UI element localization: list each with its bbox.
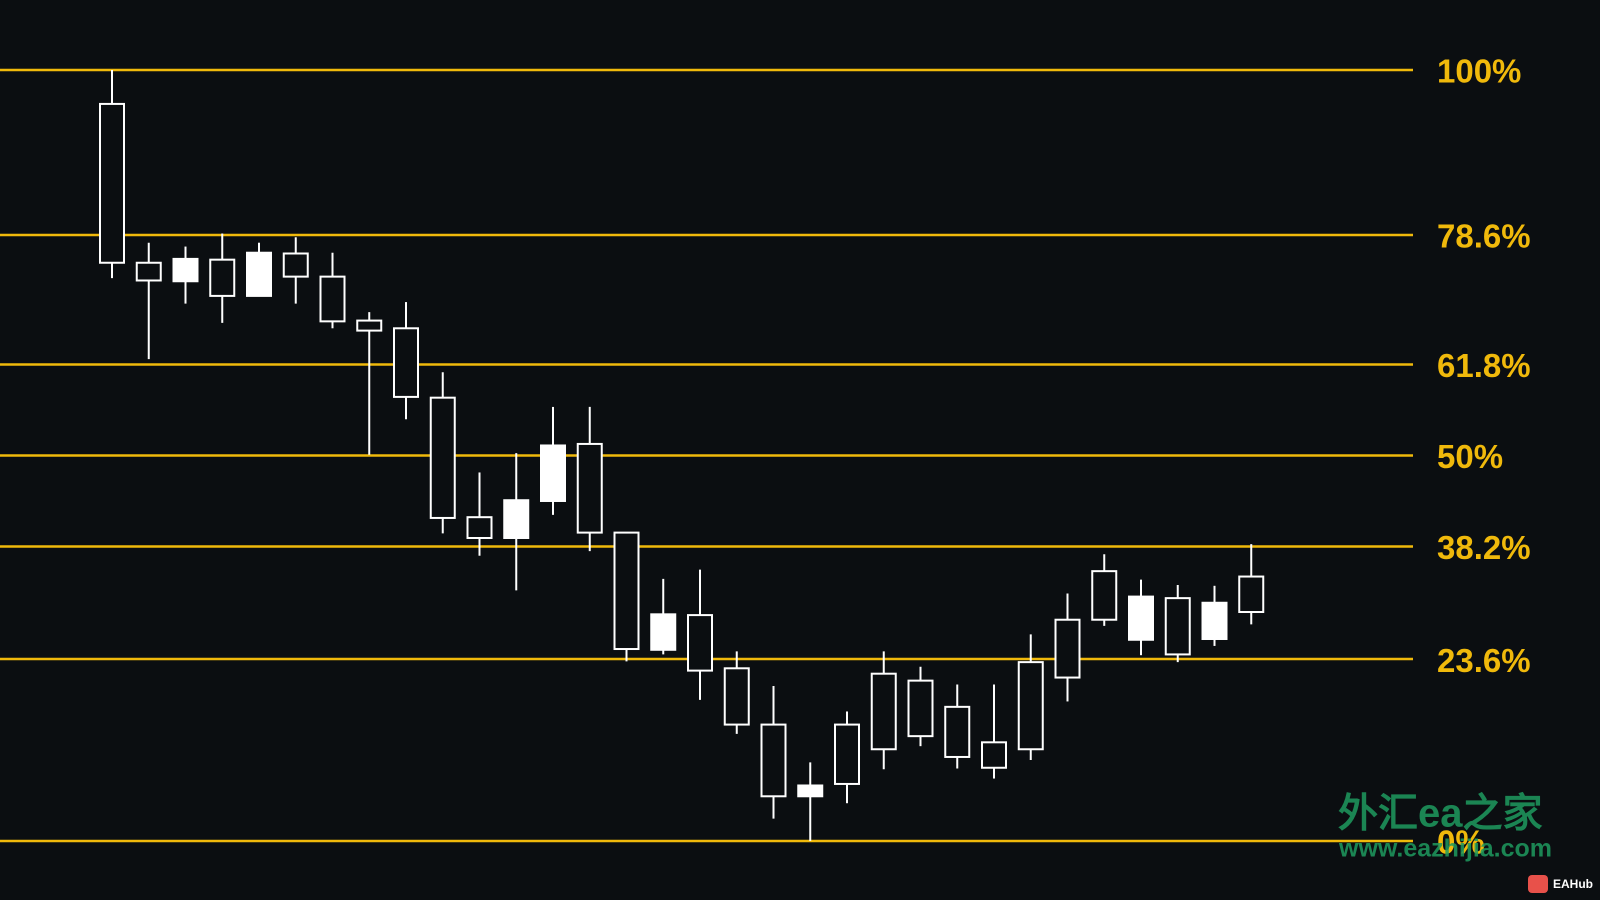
candle-body	[981, 741, 1007, 769]
candle-body	[319, 275, 346, 323]
candle-body	[1164, 597, 1191, 656]
fib-label: 78.6%	[1437, 218, 1531, 255]
watermark: 外汇ea之家 www.eazhijia.com	[1338, 792, 1552, 863]
candle	[613, 531, 640, 662]
candle-body	[1128, 595, 1154, 641]
candle	[687, 569, 713, 700]
candle	[1017, 634, 1044, 761]
fib-label: 38.2%	[1437, 529, 1531, 566]
candle-body	[393, 327, 419, 398]
candle-body	[723, 667, 750, 726]
candle-body	[650, 613, 677, 651]
candle-body	[944, 705, 971, 758]
candle-body	[135, 261, 162, 282]
candle	[576, 406, 603, 552]
candle	[393, 302, 419, 420]
candle-body	[687, 614, 713, 672]
fib-label: 100%	[1437, 53, 1521, 90]
fib-label: 50%	[1437, 438, 1503, 475]
candle	[540, 406, 566, 515]
candle	[1238, 544, 1265, 625]
candle-body	[282, 252, 309, 278]
fib-label: 23.6%	[1437, 642, 1531, 679]
candle-body	[503, 499, 530, 539]
candle-body	[99, 102, 125, 264]
candle	[1201, 585, 1228, 646]
candle	[99, 70, 125, 279]
fib-label: 0%	[1437, 824, 1485, 861]
candle	[1164, 585, 1191, 663]
candle	[282, 237, 309, 304]
candle-body	[466, 516, 493, 539]
badge-icon	[1528, 875, 1548, 893]
candle	[356, 312, 383, 455]
candle-body	[172, 257, 199, 283]
watermark-url: www.eazhijia.com	[1338, 835, 1552, 863]
badge-text: EAHub	[1553, 877, 1593, 891]
candle-body	[907, 679, 934, 738]
candle	[834, 711, 860, 804]
candle-body	[1201, 601, 1228, 640]
candle	[760, 686, 787, 819]
candle	[246, 242, 272, 297]
candle	[1054, 593, 1081, 702]
candle-body	[429, 396, 456, 519]
candle-body	[540, 444, 566, 502]
candle	[650, 578, 677, 655]
watermark-brand: 外汇ea之家	[1338, 792, 1543, 836]
candle	[503, 453, 530, 591]
candle-body	[1017, 661, 1044, 751]
candle	[135, 242, 162, 360]
candle	[1091, 554, 1118, 626]
candle	[870, 651, 897, 770]
candle-body	[613, 531, 640, 651]
fib-label: 61.8%	[1437, 347, 1531, 384]
candle	[429, 372, 456, 534]
candle	[944, 684, 971, 769]
candle-body	[834, 723, 860, 785]
candle	[981, 684, 1007, 779]
badge: EAHub	[1528, 875, 1593, 893]
candle	[209, 233, 236, 323]
candle	[907, 666, 934, 747]
candle	[797, 762, 824, 841]
candle-body	[576, 442, 603, 534]
candle	[466, 472, 493, 556]
candle-body	[760, 723, 787, 798]
candle-body	[356, 319, 383, 332]
candle-body	[209, 258, 236, 297]
candle-body	[870, 672, 897, 751]
candle-body	[1054, 618, 1081, 679]
candle-body	[1238, 575, 1265, 614]
candle	[723, 651, 750, 734]
candle-body	[246, 251, 272, 297]
candles	[99, 70, 1265, 841]
candle-body	[797, 784, 824, 798]
candle	[319, 252, 346, 329]
candle	[172, 246, 199, 304]
candle-body	[1091, 570, 1118, 621]
fib-levels: 100% 78.6% 61.8% 50% 38.2% 23.6% 0%	[0, 53, 1531, 861]
candle	[1128, 579, 1154, 656]
